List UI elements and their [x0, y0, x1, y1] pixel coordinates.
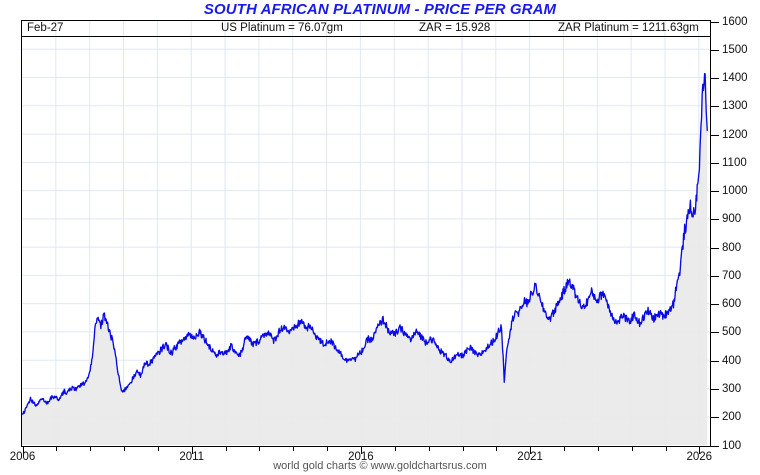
y-tick [711, 219, 719, 221]
y-tick-label: 900 [722, 213, 742, 226]
y-tick [711, 162, 719, 164]
y-tick-label: 1200 [722, 128, 748, 141]
y-tick [711, 417, 719, 419]
y-tick [711, 191, 719, 193]
y-tick [711, 134, 719, 136]
y-tick [711, 49, 719, 51]
y-tick [711, 106, 719, 108]
x-tick [496, 447, 498, 451]
x-tick [124, 447, 125, 451]
plot-area [21, 20, 711, 447]
x-tick-label: 2016 [348, 451, 374, 463]
y-tick [711, 247, 719, 249]
price-series [22, 72, 708, 445]
x-tick [597, 447, 599, 451]
x-tick-label: 2026 [686, 451, 713, 463]
y-tick-label: 600 [722, 298, 742, 311]
y-tick-label: 500 [722, 326, 742, 339]
x-tick [360, 447, 362, 454]
x-tick [22, 447, 24, 454]
price-line [22, 72, 708, 415]
x-tick [631, 447, 633, 451]
price-area-fill [22, 73, 708, 445]
x-tick [564, 447, 565, 451]
x-tick [90, 447, 92, 451]
y-tick-label: 100 [722, 439, 742, 452]
y-tick [711, 21, 719, 23]
x-tick [157, 447, 159, 451]
x-tick [462, 447, 464, 451]
x-tick [327, 447, 329, 451]
y-tick [711, 332, 719, 334]
y-tick-label: 1100 [722, 156, 747, 169]
chart-title: SOUTH AFRICAN PLATINUM - PRICE PER GRAM [203, 1, 557, 18]
y-tick [711, 445, 719, 447]
chart-footer: world gold charts © www.goldchartsrus.co… [273, 460, 487, 472]
x-tick-label: 2011 [179, 451, 205, 463]
y-tick [711, 78, 719, 79]
y-tick-label: 200 [722, 411, 742, 424]
x-tick-label: 2021 [517, 451, 543, 463]
y-tick-label: 1400 [722, 72, 748, 84]
x-tick [293, 447, 295, 451]
y-tick-label: 400 [722, 354, 742, 367]
x-tick [259, 447, 261, 451]
y-tick [711, 360, 719, 362]
y-tick [711, 275, 719, 277]
x-tick [191, 447, 193, 454]
y-tick-label: 800 [722, 241, 742, 254]
y-tick-label: 1500 [722, 43, 748, 56]
y-tick-label: 1300 [722, 100, 748, 113]
x-tick [225, 447, 227, 451]
y-tick-label: 700 [722, 269, 742, 282]
x-tick [428, 447, 430, 451]
x-tick [530, 447, 532, 454]
y-tick-label: 1600 [722, 15, 748, 28]
x-tick [665, 447, 667, 451]
x-tick [699, 447, 701, 454]
x-tick-label: 2006 [9, 451, 36, 463]
x-tick [394, 447, 396, 451]
x-tick [56, 447, 58, 451]
y-tick [711, 389, 719, 390]
y-tick [711, 304, 719, 306]
y-tick-label: 1000 [722, 185, 748, 198]
y-tick-label: 300 [722, 383, 742, 395]
